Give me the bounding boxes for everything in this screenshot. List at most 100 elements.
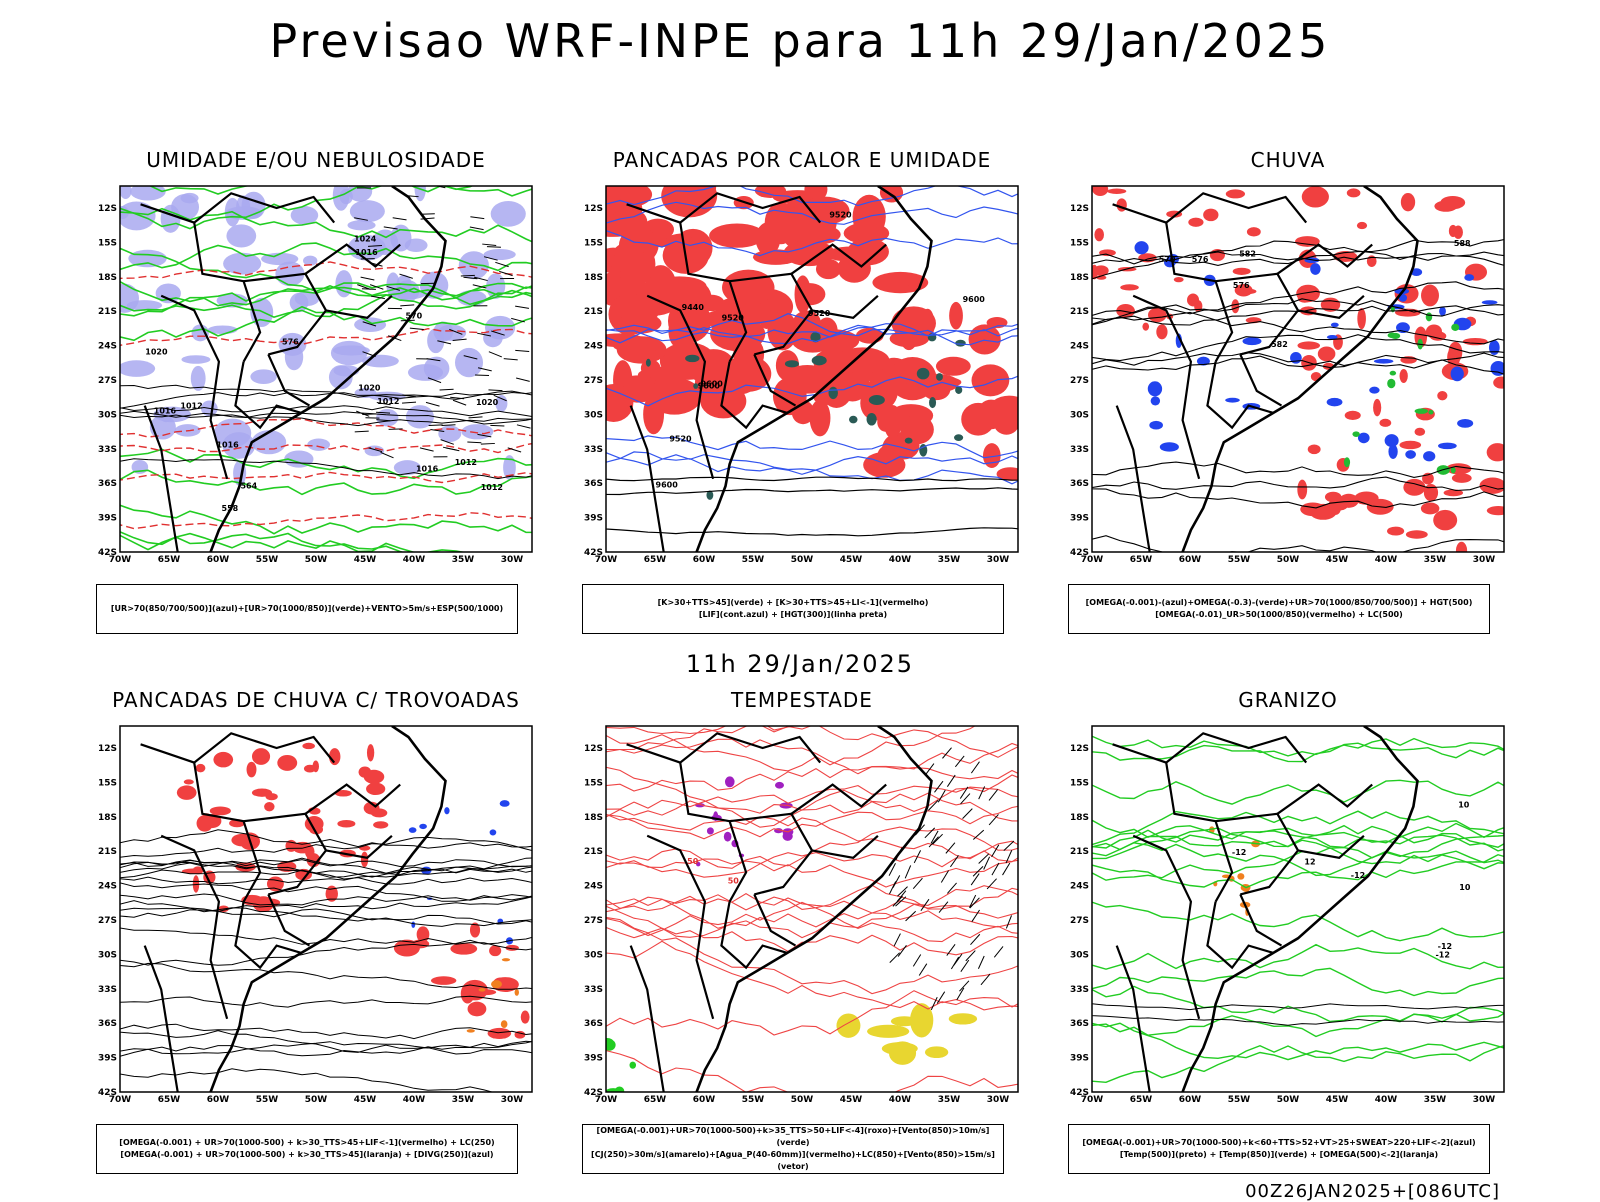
contour-label: 9520 — [829, 210, 852, 219]
wind-vector — [420, 448, 434, 451]
field-cell — [1452, 473, 1472, 482]
lon-tick-label: 65W — [158, 1095, 181, 1105]
field-cell — [1453, 226, 1463, 239]
field-cell — [156, 283, 181, 303]
field-cell — [785, 360, 799, 367]
lon-tick-label: 30W — [987, 1095, 1010, 1105]
contour-label: -12 — [1232, 848, 1246, 857]
wind-vector — [516, 378, 530, 381]
contour-line — [601, 1047, 1026, 1102]
legend-line: [LIF](cont.azul) + [HGT(300)](linha pret… — [583, 609, 1003, 621]
field-cell — [1318, 346, 1336, 361]
lon-tick-label: 45W — [354, 1095, 377, 1105]
lat-tick-label: 18S — [584, 273, 603, 283]
field-cell — [184, 779, 194, 784]
field-cell — [501, 1020, 508, 1028]
contour-label: 12 — [1304, 857, 1315, 866]
lat-tick-label: 24S — [584, 882, 603, 892]
contour-label: 9440 — [682, 303, 705, 312]
lon-tick-label: 40W — [403, 1095, 426, 1105]
lon-tick-label: 35W — [452, 555, 475, 565]
contour-label: 1016 — [154, 406, 177, 415]
lon-tick-label: 55W — [256, 1095, 279, 1105]
wind-vector — [402, 402, 416, 403]
field-cell — [1415, 428, 1426, 436]
contour-label: 9520 — [808, 309, 831, 318]
contour-label: 1012 — [180, 402, 202, 411]
lat-tick-label: 18S — [584, 813, 603, 823]
wind-vector — [515, 306, 529, 308]
contour-label: -12 — [1351, 871, 1365, 880]
field-cell — [1188, 218, 1203, 227]
field-cell — [1345, 411, 1361, 420]
legend-line: [Temp(500)](preto) + [Temp(850)](verde) … — [1069, 1149, 1489, 1161]
lon-tick-label: 45W — [1326, 555, 1349, 565]
field-cell — [409, 827, 417, 833]
contour-label: 1020 — [145, 348, 168, 357]
contour-line — [1087, 855, 1512, 888]
field-cell — [949, 1013, 977, 1024]
wind-vector — [426, 402, 440, 406]
wind-vector — [933, 834, 943, 844]
field-cell — [972, 364, 1010, 396]
contour-label: 9520 — [722, 314, 745, 323]
legend-line: [OMEGA(-0.001)+UR>70(1000-500)+k<60+TTS>… — [1069, 1137, 1489, 1149]
contour-line — [601, 827, 1026, 868]
field-cell — [955, 386, 962, 394]
field-cell — [1446, 463, 1471, 474]
lat-tick-label: 39S — [1070, 514, 1089, 524]
map-plot: 96009600960096009520952095209520944012S1… — [582, 176, 1042, 576]
lat-tick-label: 36S — [98, 1019, 117, 1029]
lat-tick-label: 33S — [98, 985, 117, 995]
field-cell — [724, 832, 732, 842]
wind-vector — [461, 275, 475, 276]
contour-label: 582 — [1239, 249, 1256, 258]
wind-vector — [939, 902, 948, 913]
field-cell — [488, 1028, 512, 1039]
field-cell — [1302, 186, 1329, 207]
field-cell — [267, 877, 284, 892]
field-cell — [347, 220, 375, 230]
field-cell — [867, 413, 877, 426]
field-cell — [348, 181, 372, 202]
field-cell — [722, 270, 774, 306]
field-cell — [1433, 510, 1457, 531]
lon-tick-label: 70W — [595, 555, 618, 565]
field-cell — [828, 387, 838, 399]
field-cell — [373, 821, 388, 828]
field-cell — [1357, 222, 1367, 229]
wind-vector — [919, 964, 927, 976]
contour-line — [1087, 986, 1512, 1021]
field-cell — [917, 368, 930, 380]
coastline — [211, 726, 446, 1092]
contour-line — [601, 991, 1026, 1035]
lat-tick-label: 12S — [584, 204, 603, 214]
field-cell — [1225, 398, 1240, 403]
field-cell — [1423, 451, 1435, 461]
field-cell — [1107, 189, 1126, 194]
lon-tick-label: 60W — [1179, 555, 1202, 565]
contour-line — [115, 470, 540, 494]
legend-line: [CJ(250)>30m/s](amarelo)+[Agua_P(40-60mm… — [583, 1149, 1003, 1173]
contour-label: 1020 — [476, 398, 499, 407]
contour-line — [601, 452, 1026, 474]
field-cell — [1369, 387, 1379, 394]
field-cell — [1094, 228, 1104, 241]
field-cell — [903, 415, 926, 441]
field-cell — [647, 378, 702, 415]
legend-line: [OMEGA(-0.001) + UR>70(1000-500) + k>30_… — [97, 1149, 517, 1161]
wind-vector — [517, 425, 531, 428]
wind-vector — [913, 878, 922, 889]
wind-vector — [361, 277, 375, 280]
lon-tick-label: 45W — [840, 555, 863, 565]
field-cell — [367, 744, 374, 761]
wind-vector — [410, 328, 424, 329]
field-cell — [867, 1025, 909, 1038]
field-cell — [1387, 527, 1404, 536]
legend-box: [OMEGA(-0.001) + UR>70(1000-500) + k>30_… — [96, 1124, 518, 1174]
wind-vector — [905, 865, 910, 878]
wind-vector — [934, 781, 942, 792]
wind-vector — [487, 247, 501, 248]
field-cell — [405, 239, 428, 253]
